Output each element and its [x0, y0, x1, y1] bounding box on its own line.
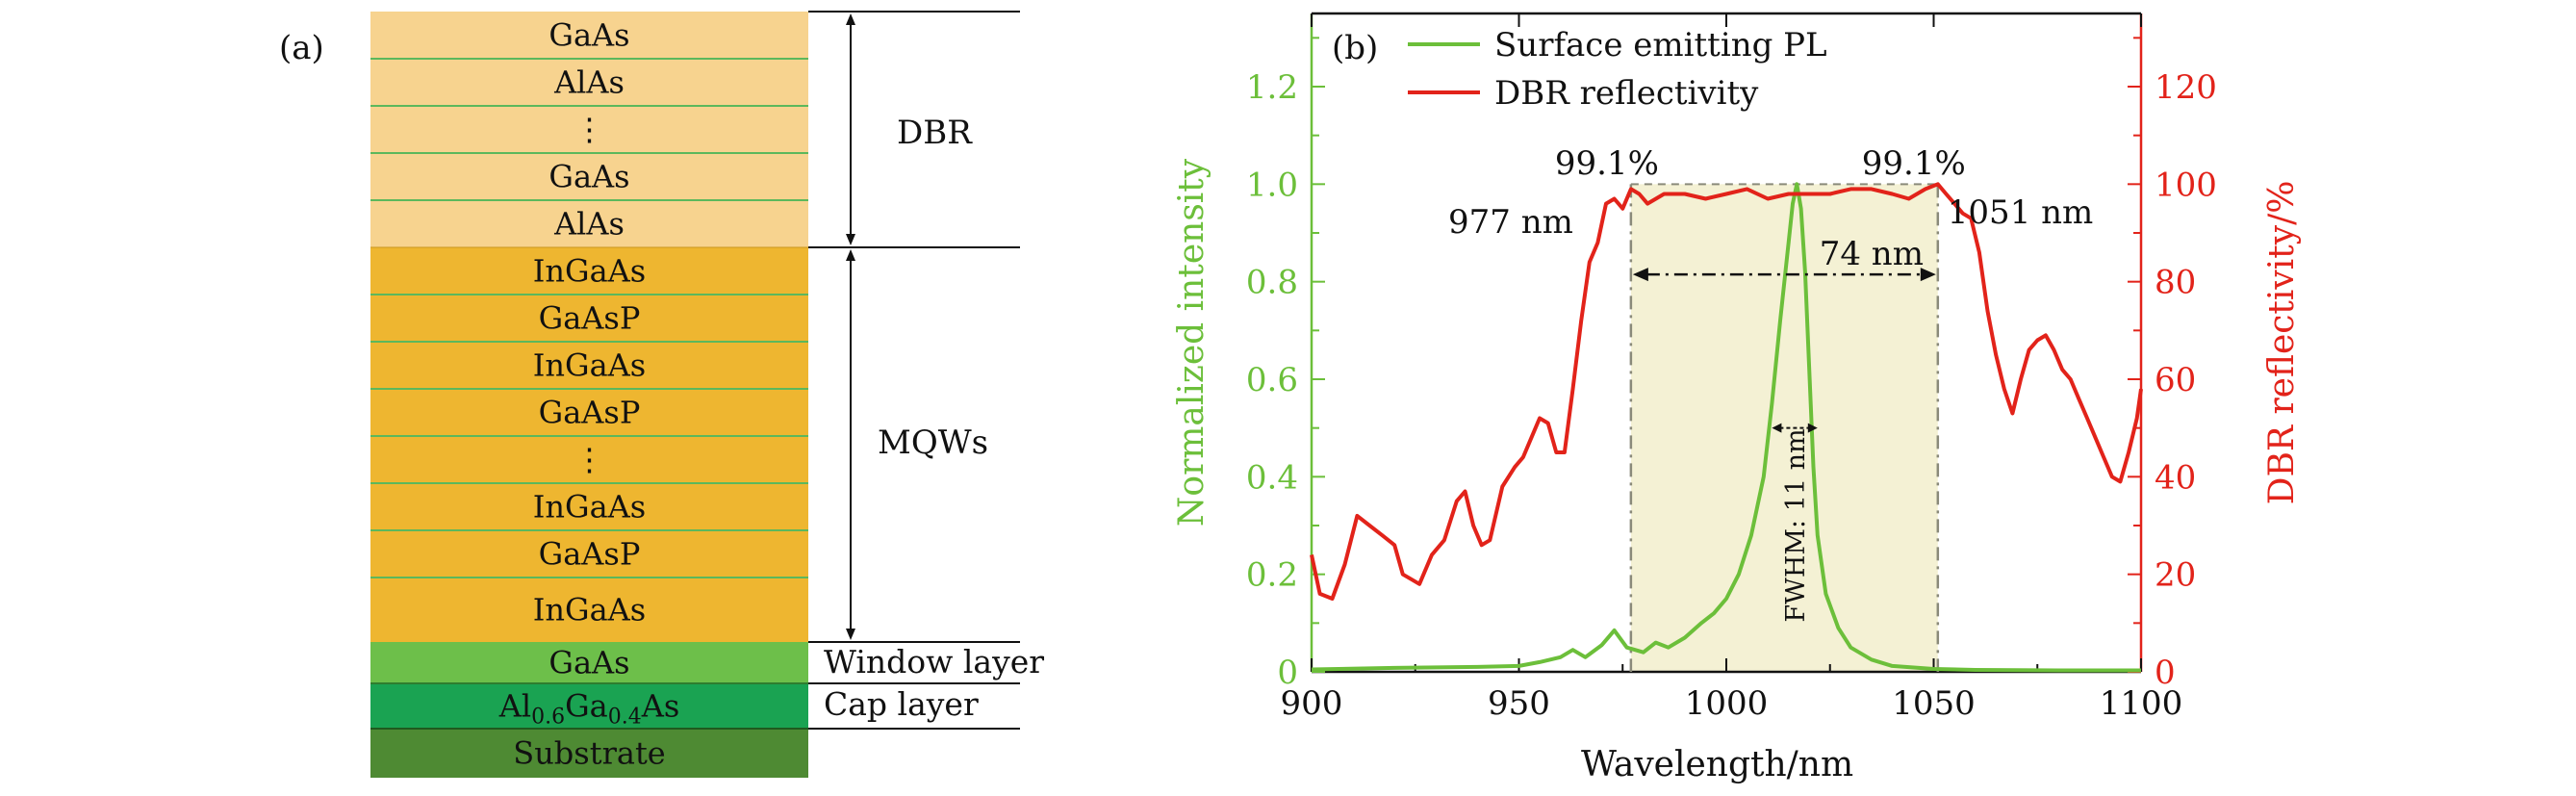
dbr-label: DBR [897, 114, 972, 152]
y-left-tick-label: 0.8 [1246, 264, 1298, 302]
bandwidth-arrow-head [1920, 268, 1936, 282]
cap-layer-label: Cap layer [824, 685, 979, 723]
layer-label: InGaAs [533, 347, 646, 384]
layer-label: Al0.6Ga0.4As [498, 688, 680, 730]
y-right-tick-label: 20 [2155, 556, 2196, 595]
layer-rect [370, 530, 808, 578]
y-right-tick-label: 0 [2155, 654, 2176, 692]
layer-rect [370, 12, 808, 59]
y-left-tick-label: 0.2 [1246, 556, 1298, 595]
layer-label: GaAsP [539, 536, 641, 573]
layer-label: GaAsP [539, 395, 641, 431]
y-left-axis-label: Normalized intensity [1172, 158, 1211, 526]
layer-rect [370, 247, 808, 295]
pl-series-line [1311, 182, 2141, 673]
x-tick-label: 1100 [2100, 684, 2183, 723]
mqw-arrow-head [846, 249, 855, 261]
mqw-label: MQWs [878, 424, 989, 462]
y-left-tick-label: 1.0 [1246, 166, 1298, 204]
layer-label: GaAs [548, 159, 629, 195]
left-edge-label: 977 nm [1448, 203, 1573, 242]
layer-rect [370, 200, 808, 247]
x-tick-label: 1050 [1892, 684, 1976, 723]
y-left-tick-label: 0.4 [1246, 458, 1298, 497]
x-tick-label: 950 [1488, 684, 1550, 723]
layer-rect [370, 483, 808, 530]
x-axis-label: Wavelength/nm [1581, 745, 1854, 784]
y-right-tick-label: 60 [2155, 361, 2196, 399]
bandwidth-arrow-head [1632, 268, 1648, 282]
layer-rect [370, 153, 808, 200]
layer-label: GaAsP [539, 300, 641, 337]
layer-rect [370, 295, 808, 342]
mqw-arrow-head [846, 629, 855, 640]
left-peak-label: 99.1% [1555, 144, 1659, 183]
layer-label: Substrate [513, 735, 665, 772]
layer-label: InGaAs [533, 592, 646, 629]
layer-label: GaAs [548, 645, 629, 681]
layer-rect [370, 59, 808, 106]
dbr-arrow-head [846, 13, 855, 25]
layer-rect [370, 342, 808, 389]
panel-a-label: (a) [279, 29, 324, 67]
y-right-axis-label: DBR reflectivity/% [2262, 181, 2302, 505]
y-right-tick-label: 80 [2155, 264, 2196, 302]
layer-rect [370, 389, 808, 436]
bandwidth-label: 74 nm [1820, 235, 1924, 273]
dbr-arrow-head [846, 234, 855, 245]
x-tick-label: 1000 [1685, 684, 1769, 723]
layer-rect [370, 683, 808, 729]
y-left-tick-label: 0 [1277, 654, 1298, 692]
layer-rect [370, 642, 808, 683]
layer-stack-diagram: GaAs AlAs ⋮ GaAs AlAs InGaAs GaAsP InGaAs GaAsP ⋮… [370, 11, 1020, 778]
fwhm-arrow-head [1807, 423, 1818, 433]
fwhm-label: FWHM: 11 nm [1781, 428, 1811, 622]
window-layer-label: Window layer [824, 643, 1045, 680]
layer-label: InGaAs [533, 489, 646, 526]
y-right-tick-label: 100 [2155, 166, 2217, 204]
x-tick-label: 900 [1281, 684, 1343, 723]
stopband-shade [1630, 184, 1938, 673]
panel-b-label: (b) [1332, 29, 1379, 67]
legend-label-pl: Surface emitting PL [1494, 26, 1827, 64]
y-right-tick-label: 120 [2155, 68, 2217, 107]
y-right-tick-label: 40 [2155, 458, 2196, 497]
right-edge-label: 1051 nm [1948, 193, 2093, 232]
right-peak-label: 99.1% [1862, 144, 1966, 183]
layer-rect [370, 436, 808, 483]
dbr-series-line [1310, 182, 2143, 601]
y-left-tick-label: 0.6 [1246, 361, 1298, 399]
fwhm-arrow-head [1772, 423, 1782, 433]
layer-label: GaAs [548, 17, 629, 54]
layer-label: AlAs [553, 206, 625, 243]
layer-rect [370, 578, 808, 642]
layer-rect [370, 729, 808, 778]
layer-rect [370, 106, 808, 153]
y-left-tick-label: 1.2 [1246, 68, 1298, 107]
layer-label: ⋮ [574, 112, 605, 148]
layer-label: ⋮ [574, 442, 605, 478]
legend-label-dbr: DBR reflectivity [1494, 74, 1759, 113]
layer-label: AlAs [553, 64, 625, 101]
layer-label: InGaAs [533, 253, 646, 290]
